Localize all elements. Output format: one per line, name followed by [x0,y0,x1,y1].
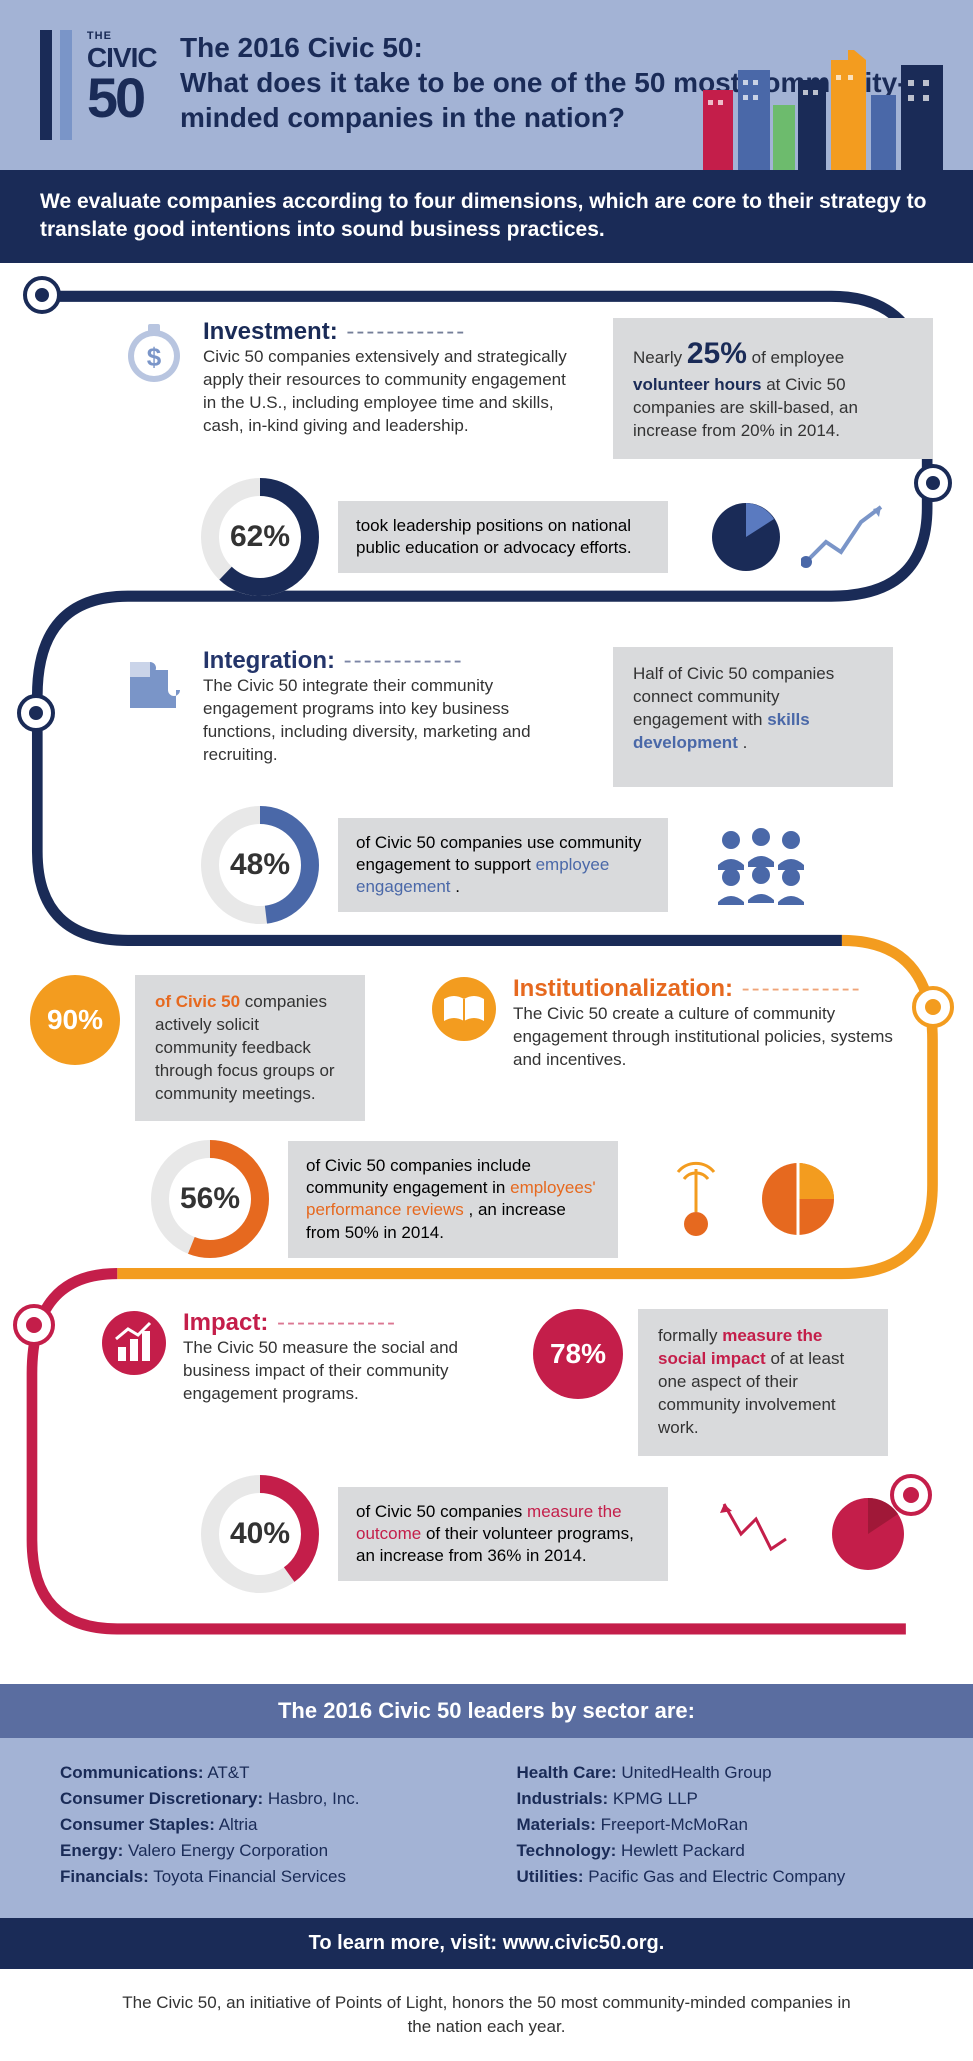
leader-row: Industrials: KPMG LLP [517,1789,914,1809]
text: of Civic 50 companies include community … [306,1156,531,1197]
civic50-logo: THE CIVIC 50 [40,30,160,145]
leader-row: Energy: Valero Energy Corporation [60,1841,457,1861]
dollar-icon: $ [120,318,188,386]
text: . [743,733,748,752]
chart-icon [100,1309,168,1377]
integration-callout: Half of Civic 50 companies connect commu… [613,647,893,787]
pct-value: 56% [150,1139,270,1259]
leader-row: Utilities: Pacific Gas and Electric Comp… [517,1867,914,1887]
learn-more: To learn more, visit: www.civic50.org. [0,1918,973,1969]
institution-desc: The Civic 50 create a culture of communi… [513,1003,893,1072]
investment-desc: Civic 50 companies extensively and strat… [203,346,583,438]
badge-value: 90% [47,1004,103,1036]
institution-pct-circle: 56% [150,1139,270,1259]
integration-desc: The Civic 50 integrate their community e… [203,675,583,767]
institution-badge: 90% [30,975,120,1065]
puzzle-icon [120,647,188,715]
em: of Civic 50 [155,992,240,1011]
book-icon [430,975,498,1043]
institution-badge-text: of Civic 50 companies actively solicit c… [135,975,365,1122]
target-icon [913,463,953,503]
section-institution: 90% of Civic 50 companies actively solic… [30,975,943,1260]
leader-row: Consumer Staples: Altria [60,1815,457,1835]
leader-row: Materials: Freeport-McMoRan [517,1815,914,1835]
impact-title: Impact: [183,1309,397,1336]
target-icon [16,693,56,733]
impact-pct-circle: 40% [200,1474,320,1594]
leader-row: Consumer Discretionary: Hasbro, Inc. [60,1789,457,1809]
section-impact: Impact: The Civic 50 measure the social … [100,1309,943,1594]
header: THE CIVIC 50 The 2016 Civic 50: What doe… [0,0,973,170]
investment-pct-circle: 62% [200,477,320,597]
text: formally [658,1326,722,1345]
pct-value: 40% [200,1474,320,1594]
impact-pct-text: of Civic 50 companies measure the outcom… [338,1487,668,1581]
impact-badge-text: formally measure the social impact of at… [638,1309,888,1456]
footer-text: The Civic 50, an initiative of Points of… [0,1969,973,2061]
antenna-icon [666,1154,726,1244]
institution-pct-text: of Civic 50 companies include community … [288,1141,618,1257]
text: Nearly [633,348,687,367]
people-icon [706,825,816,905]
leader-row: Financials: Toyota Financial Services [60,1867,457,1887]
logo-fifty: 50 [87,74,157,122]
target-icon [12,1303,56,1347]
logo-the: THE [87,30,157,42]
investment-pct-text: took leadership positions on national pu… [338,501,668,573]
integration-title: Integration: [203,647,464,674]
investment-callout: Nearly 25% of employee volunteer hours a… [613,318,933,459]
section-investment: $ Investment: Civic 50 companies extensi… [120,318,943,597]
svg-text:$: $ [147,342,162,372]
path-area: $ Investment: Civic 50 companies extensi… [0,263,973,1684]
em: volunteer hours [633,375,761,394]
leader-row: Health Care: UnitedHealth Group [517,1763,914,1783]
pie-icon [706,497,786,577]
target-icon [911,985,955,1029]
infographic-page: THE CIVIC 50 The 2016 Civic 50: What doe… [0,0,973,2061]
section-integration: Integration: The Civic 50 integrate thei… [120,647,943,925]
subheader: We evaluate companies according to four … [0,170,973,263]
text: of Civic 50 companies [356,1502,527,1521]
badge-value: 78% [550,1338,606,1370]
impact-desc: The Civic 50 measure the social and busi… [183,1337,503,1406]
skyline-icon [693,50,953,170]
investment-title: Investment: [203,318,466,345]
leader-row: Communications: AT&T [60,1763,457,1783]
text: of employee [752,348,845,367]
leaders-col-left: Communications: AT&T Consumer Discretiona… [60,1763,457,1893]
institution-title: Institutionalization: [513,975,862,1002]
target-icon [889,1473,933,1517]
leaders-col-right: Health Care: UnitedHealth Group Industria… [517,1763,914,1893]
pct-value: 48% [200,805,320,925]
leader-row: Technology: Hewlett Packard [517,1841,914,1861]
text: . [455,877,460,896]
pie-icon [756,1157,841,1242]
integration-pct-circle: 48% [200,805,320,925]
leaders-title: The 2016 Civic 50 leaders by sector are: [0,1684,973,1738]
integration-pct-text: of Civic 50 companies use community enga… [338,818,668,912]
target-icon [22,275,62,315]
pct-value: 62% [200,477,320,597]
impact-badge: 78% [533,1309,623,1399]
trend-icon [801,497,891,577]
stat: 25% [687,337,747,370]
trend-down-icon [716,1489,796,1579]
leaders-grid: Communications: AT&T Consumer Discretiona… [0,1738,973,1918]
